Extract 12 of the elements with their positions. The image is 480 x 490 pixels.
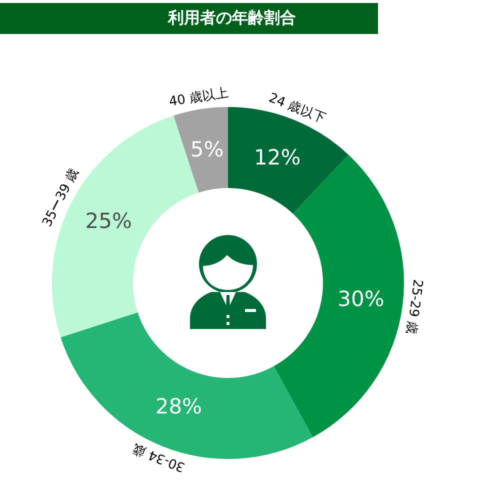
data-label: 5% bbox=[190, 138, 224, 162]
data-label: 30% bbox=[338, 286, 384, 311]
donut-slice bbox=[174, 107, 228, 193]
slice-label: 24 歳以下 bbox=[266, 90, 328, 127]
slice-label: 40 歳以上 bbox=[168, 86, 230, 110]
slice-label: 25-29 歳 bbox=[403, 278, 425, 335]
slice-label: 35ー39 歳 bbox=[40, 166, 82, 230]
data-label: 25% bbox=[85, 209, 132, 234]
data-label: 28% bbox=[155, 394, 202, 419]
chart-title: 利用者の年齢割合 bbox=[168, 8, 296, 28]
data-label: 12% bbox=[254, 145, 301, 170]
slice-label: 30-34 歳 bbox=[130, 440, 188, 474]
